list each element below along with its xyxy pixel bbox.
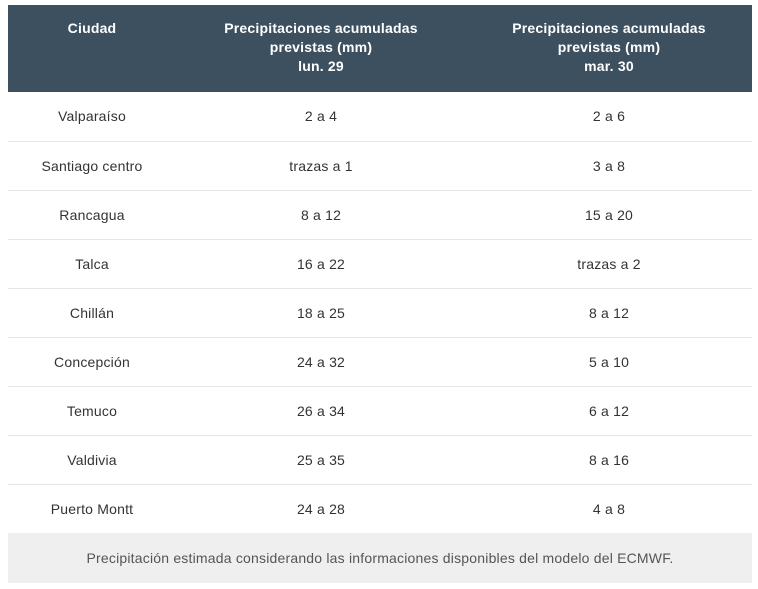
header-day2-line1: Precipitaciones acumuladas bbox=[512, 20, 706, 36]
day1-cell: 2 a 4 bbox=[304, 108, 338, 125]
day1-cell: 24 a 32 bbox=[296, 353, 346, 370]
precipitation-table: Ciudad Precipitaciones acumuladas previs… bbox=[8, 5, 752, 533]
header-day1-line2: previstas (mm) bbox=[269, 39, 373, 55]
table-row: Rancagua 8 a 12 15 a 20 bbox=[8, 190, 752, 239]
table-row: Talca 16 a 22 trazas a 2 bbox=[8, 239, 752, 288]
day1-cell: trazas a 1 bbox=[289, 157, 353, 174]
table-row: Puerto Montt 24 a 28 4 a 8 bbox=[8, 484, 752, 533]
table-row: Valdivia 25 a 35 8 a 16 bbox=[8, 435, 752, 484]
day1-cell: 18 a 25 bbox=[296, 304, 346, 321]
day2-cell: 8 a 12 bbox=[588, 304, 630, 321]
city-cell: Valparaíso bbox=[58, 108, 126, 125]
city-cell: Concepción bbox=[54, 353, 130, 370]
table-row: Valparaíso 2 a 4 2 a 6 bbox=[8, 92, 752, 141]
header-city: Ciudad bbox=[67, 20, 117, 36]
header-day1: Precipitaciones acumuladas previstas (mm… bbox=[176, 5, 466, 92]
table-row: Chillán 18 a 25 8 a 12 bbox=[8, 288, 752, 337]
city-cell: Rancagua bbox=[59, 206, 125, 223]
header-day2-date: mar. 30 bbox=[584, 58, 634, 74]
city-cell: Santiago centro bbox=[41, 157, 143, 174]
table-body: Valparaíso 2 a 4 2 a 6 Santiago centro t… bbox=[8, 92, 752, 533]
day1-cell: 25 a 35 bbox=[296, 451, 346, 468]
city-cell: Temuco bbox=[66, 402, 118, 419]
table-row: Temuco 26 a 34 6 a 12 bbox=[8, 386, 752, 435]
day2-cell: 8 a 16 bbox=[588, 451, 630, 468]
city-cell: Chillán bbox=[69, 304, 115, 321]
day1-cell: 8 a 12 bbox=[300, 206, 342, 223]
day2-cell: 3 a 8 bbox=[592, 157, 626, 174]
day1-cell: 26 a 34 bbox=[296, 402, 346, 419]
day2-cell: 5 a 10 bbox=[588, 353, 630, 370]
day2-cell: 2 a 6 bbox=[592, 108, 626, 125]
day2-cell: trazas a 2 bbox=[577, 255, 641, 272]
header-day2: Precipitaciones acumuladas previstas (mm… bbox=[466, 5, 752, 92]
table-footnote: Precipitación estimada considerando las … bbox=[8, 533, 752, 583]
day2-cell: 6 a 12 bbox=[588, 402, 630, 419]
table-row: Santiago centro trazas a 1 3 a 8 bbox=[8, 141, 752, 190]
day1-cell: 16 a 22 bbox=[296, 255, 346, 272]
city-cell: Valdivia bbox=[67, 451, 117, 468]
day2-cell: 15 a 20 bbox=[584, 206, 634, 223]
day1-cell: 24 a 28 bbox=[296, 500, 346, 517]
precipitation-table-container: Ciudad Precipitaciones acumuladas previs… bbox=[8, 5, 752, 583]
day2-cell: 4 a 8 bbox=[592, 500, 626, 517]
header-day1-line1: Precipitaciones acumuladas bbox=[224, 20, 418, 36]
header-day1-date: lun. 29 bbox=[298, 58, 344, 74]
header-day2-line2: previstas (mm) bbox=[557, 39, 661, 55]
header-row: Ciudad Precipitaciones acumuladas previs… bbox=[8, 5, 752, 92]
city-cell: Puerto Montt bbox=[50, 500, 134, 517]
table-row: Concepción 24 a 32 5 a 10 bbox=[8, 337, 752, 386]
table-header: Ciudad Precipitaciones acumuladas previs… bbox=[8, 5, 752, 92]
city-cell: Talca bbox=[75, 255, 109, 272]
